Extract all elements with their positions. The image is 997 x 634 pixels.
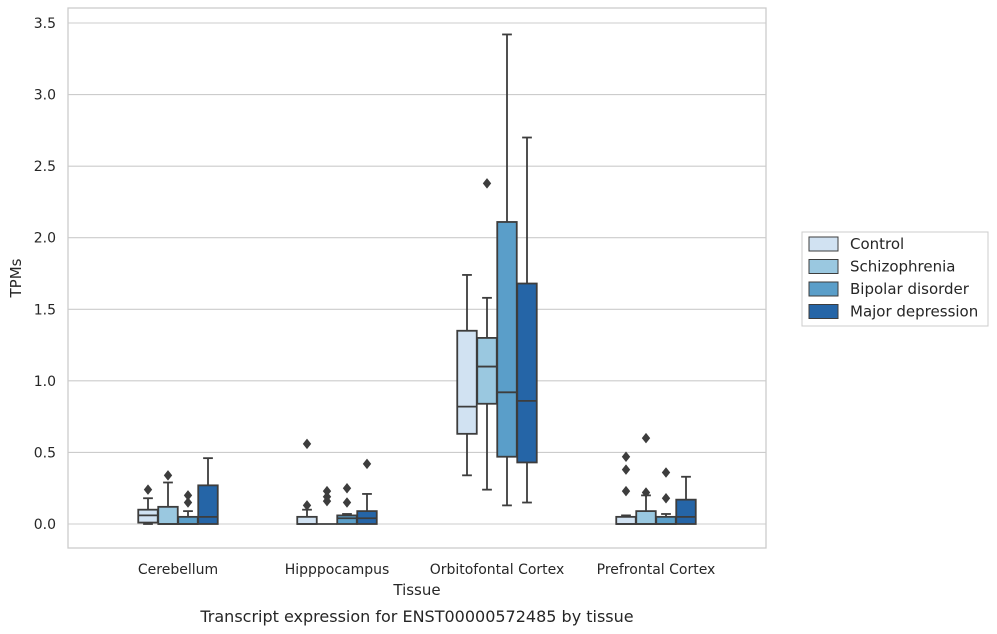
y-tick-label: 0.5 bbox=[34, 445, 56, 461]
box-body bbox=[496, 221, 518, 458]
box-major-depression bbox=[356, 458, 378, 525]
y-tick-labels: 0.0 0.5 1.0 1.5 2.0 2.5 3.0 3.5 bbox=[34, 16, 56, 533]
y-tick-label: 1.5 bbox=[34, 302, 56, 318]
plot-background bbox=[68, 8, 766, 548]
outlier-point bbox=[143, 484, 153, 495]
legend-label: Control bbox=[850, 235, 904, 253]
outlier-point bbox=[342, 497, 352, 508]
box-body bbox=[177, 515, 199, 525]
x-tick-labels: Cerebellum Hipppocampus Orbitofontal Corte… bbox=[138, 562, 715, 578]
box-body bbox=[635, 510, 657, 525]
legend-label: Bipolar disorder bbox=[850, 280, 970, 298]
box-body bbox=[296, 515, 318, 525]
outlier-point bbox=[621, 451, 631, 462]
box-control bbox=[296, 438, 318, 525]
outlier-point bbox=[641, 432, 651, 444]
box-schizophrenia bbox=[317, 485, 337, 525]
outlier-point bbox=[661, 467, 671, 478]
plot-frame bbox=[67, 7, 767, 549]
legend-swatch bbox=[808, 259, 839, 274]
x-tick-label: Orbitofontal Cortex bbox=[430, 562, 565, 578]
legend-swatch bbox=[808, 236, 839, 252]
box-major-depression bbox=[197, 457, 219, 525]
outlier-point bbox=[482, 178, 492, 189]
box-body bbox=[197, 484, 219, 525]
y-tick-label: 2.5 bbox=[34, 159, 56, 175]
box-schizophrenia bbox=[157, 470, 179, 525]
outlier-point bbox=[322, 485, 332, 497]
box-major-depression bbox=[516, 136, 538, 504]
y-tick-label: 0.0 bbox=[34, 517, 56, 533]
legend-label: Major depression bbox=[850, 303, 978, 321]
box-body bbox=[456, 329, 478, 435]
outlier-point bbox=[163, 470, 173, 481]
y-tick-label: 2.0 bbox=[34, 231, 56, 247]
box-body bbox=[476, 337, 498, 405]
box-body bbox=[157, 505, 179, 525]
y-axis-title: TPMs bbox=[7, 258, 25, 298]
outlier-point bbox=[183, 497, 193, 508]
legend-swatch bbox=[808, 281, 839, 297]
outlier-point bbox=[621, 464, 631, 475]
box-control bbox=[615, 451, 637, 525]
legend: Control Schizophrenia Bipolar disorder Majo… bbox=[801, 231, 989, 327]
outlier-point bbox=[183, 490, 193, 501]
x-tick-label: Prefrontal Cortex bbox=[597, 562, 716, 578]
box-body bbox=[615, 515, 637, 525]
outlier-point bbox=[362, 458, 372, 470]
x-tick-label: Hipppocampus bbox=[285, 562, 390, 578]
x-axis-title: Tissue bbox=[392, 581, 440, 599]
box-body bbox=[336, 514, 358, 525]
box-groups bbox=[137, 33, 697, 525]
box-major-depression bbox=[675, 475, 697, 525]
y-tick-label: 1.0 bbox=[34, 374, 56, 390]
outlier-point bbox=[621, 485, 631, 497]
legend-label: Schizophrenia bbox=[850, 258, 955, 276]
legend-swatch bbox=[808, 304, 839, 319]
box-body bbox=[516, 282, 538, 464]
gridlines bbox=[68, 22, 766, 525]
outlier-point bbox=[302, 438, 312, 450]
outlier-point bbox=[342, 482, 352, 494]
outlier-point bbox=[661, 492, 671, 504]
box-body bbox=[675, 498, 697, 525]
outlier-point bbox=[322, 491, 332, 503]
y-tick-label: 3.5 bbox=[34, 16, 56, 32]
x-tick-label: Cerebellum bbox=[138, 562, 218, 578]
box-bipolar-disorder bbox=[336, 482, 358, 525]
chart-caption: Transcript expression for ENST0000057248… bbox=[199, 607, 633, 626]
outlier-point bbox=[641, 487, 651, 498]
y-tick-label: 3.0 bbox=[34, 88, 56, 104]
outlier-point bbox=[302, 500, 312, 511]
box-control bbox=[137, 484, 159, 525]
box-body bbox=[655, 515, 677, 525]
